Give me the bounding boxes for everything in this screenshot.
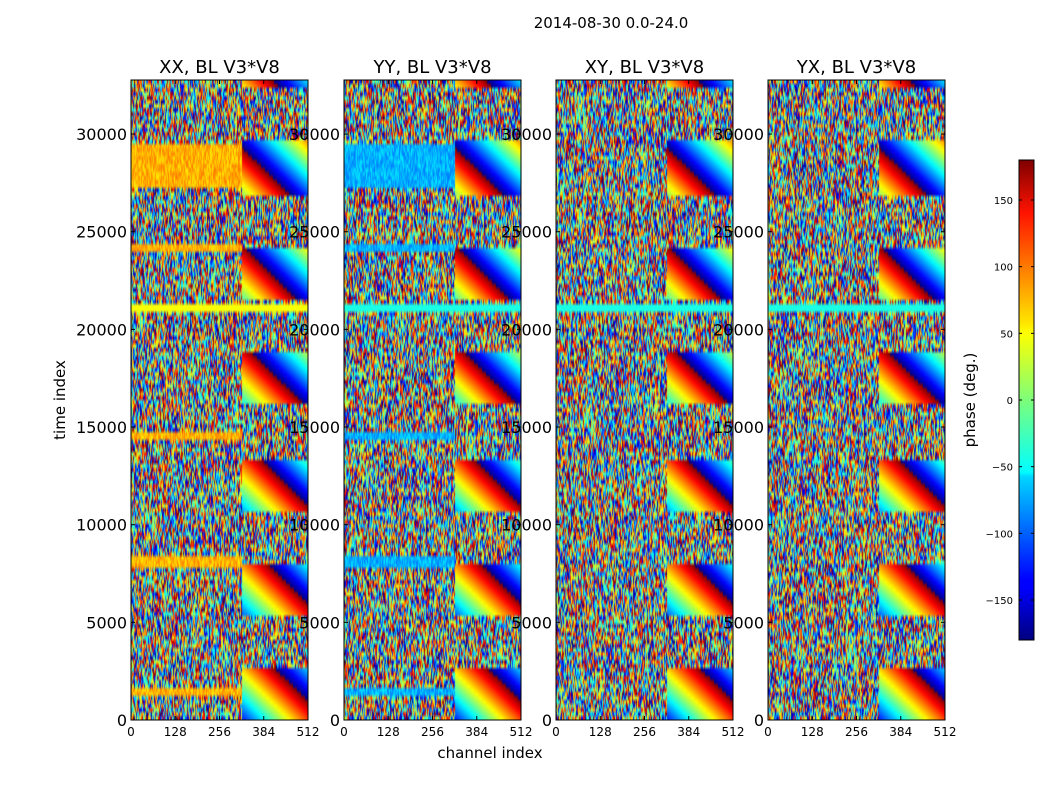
panel-title: XX, BL V3*V8 [159,57,280,78]
x-tick-label: 384 [465,725,488,739]
phase-heatmap [344,80,521,720]
y-tick-label: 20000 [713,320,764,339]
colorbar-tick-label: 50 [1000,329,1013,340]
phase-heatmap [131,80,308,720]
x-tick-label: 256 [208,725,231,739]
panel-xy: XY, BL V3*V8 0 128 256 384 512 0 5000 10000 15000… [501,57,744,739]
panel-xx: XX, BL V3*V8 0 128 256 384 512 0 5000 10000 15000… [76,57,319,739]
colorbar-label: phase (deg.) [961,353,979,448]
x-tick-label: 512 [510,725,533,739]
colorbar-tick-label: 150 [994,196,1013,207]
y-tick-label: 30000 [76,125,127,144]
colorbar-tick-label: −100 [986,529,1013,540]
y-tick-label: 25000 [76,223,127,242]
x-tick-label: 0 [552,725,560,739]
y-tick-label: 30000 [501,125,552,144]
panel-yy: YY, BL V3*V8 0 128 256 384 512 0 5000 10000 15000… [289,57,532,739]
y-tick-label: 15000 [76,418,127,437]
x-tick-label: 512 [297,725,320,739]
x-tick-label: 384 [677,725,700,739]
x-tick-label: 384 [252,725,275,739]
y-tick-label: 10000 [289,516,340,535]
colorbar-tick-label: −150 [986,596,1013,607]
y-tick-label: 20000 [289,320,340,339]
y-tick-label: 5000 [299,613,340,632]
x-tick-label: 0 [340,725,348,739]
panel-title: XY, BL V3*V8 [585,57,704,78]
y-tick-label: 25000 [713,223,764,242]
y-tick-label: 5000 [723,613,764,632]
colorbar: −150 −100 −50 0 50 100 150 [986,159,1035,641]
x-tick-label: 128 [589,725,612,739]
y-tick-label: 10000 [76,516,127,535]
y-tick-label: 15000 [713,418,764,437]
x-axis-label: channel index [437,744,542,762]
x-tick-label: 256 [421,725,444,739]
x-tick-label: 512 [722,725,745,739]
y-tick-label: 15000 [289,418,340,437]
colorbar-tick-label: 100 [994,263,1013,274]
y-tick-label: 5000 [511,613,552,632]
y-tick-label: 25000 [501,223,552,242]
y-tick-label: 0 [330,711,340,730]
y-tick-label: 20000 [76,320,127,339]
colorbar-tick-label: −50 [992,463,1013,474]
phase-heatmap [556,80,733,720]
x-tick-label: 128 [377,725,400,739]
y-tick-label: 5000 [86,613,127,632]
y-tick-label: 10000 [501,516,552,535]
x-tick-label: 256 [845,725,868,739]
y-tick-label: 30000 [713,125,764,144]
y-axis-label: time index [51,360,69,440]
y-tick-label: 25000 [289,223,340,242]
figure-title: 2014-08-30 0.0-24.0 [534,14,689,32]
x-tick-label: 0 [127,725,135,739]
x-tick-label: 128 [164,725,187,739]
y-tick-label: 0 [117,711,127,730]
y-tick-label: 15000 [501,418,552,437]
y-tick-label: 30000 [289,125,340,144]
y-tick-label: 10000 [713,516,764,535]
x-tick-label: 128 [801,725,824,739]
x-tick-label: 384 [889,725,912,739]
panel-title: YX, BL V3*V8 [796,57,916,78]
y-tick-label: 0 [754,711,764,730]
panel-title: YY, BL V3*V8 [372,57,491,78]
y-tick-label: 20000 [501,320,552,339]
x-tick-label: 0 [764,725,772,739]
x-tick-label: 512 [934,725,957,739]
colorbar-tick-label: 0 [1007,396,1013,407]
phase-heatmap [768,80,945,720]
panel-yx: YX, BL V3*V8 0 128 256 384 512 0 5000 10000 15000… [713,57,956,739]
x-tick-label: 256 [633,725,656,739]
y-tick-label: 0 [542,711,552,730]
